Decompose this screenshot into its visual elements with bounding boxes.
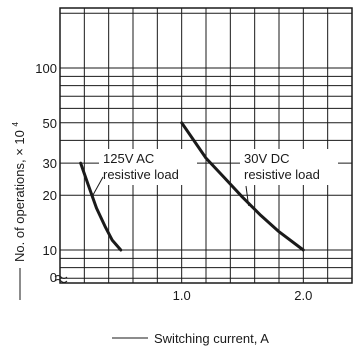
y-tick-label: 30 — [43, 156, 57, 171]
annotation-line: 125V AC — [103, 151, 154, 166]
horizontal-gridlines — [60, 12, 352, 279]
y-tick-label: 0 — [50, 270, 57, 285]
annotation-leader-1 — [92, 176, 104, 196]
vertical-gridlines — [83, 8, 329, 283]
y-axis-label-group: No. of operations, × 10 4 — [11, 121, 27, 300]
x-axis-label-group: Switching current, A — [112, 331, 269, 346]
annotation-background — [240, 149, 338, 185]
y-tick-label: 100 — [35, 61, 57, 76]
y-axis-label: No. of operations, × 10 4 — [11, 121, 27, 262]
annotation-line: 30V DC — [244, 151, 290, 166]
annotation-label-2: 30V DC resistive load — [244, 151, 320, 182]
series-curve-2 — [180, 121, 305, 252]
x-tick-labels: 1.0 2.0 — [173, 288, 313, 303]
y-tick-label: 50 — [43, 116, 57, 131]
y-tick-label: 20 — [43, 188, 57, 203]
x-axis-label: Switching current, A — [154, 331, 269, 346]
plot-frame — [59, 7, 353, 284]
annotation-background — [99, 149, 197, 185]
annotation-label-1: 125V AC resistive load — [103, 151, 179, 182]
axis-break-line — [54, 275, 68, 279]
axis-break-line — [54, 279, 68, 283]
data-series — [79, 121, 305, 252]
annotation-line: resistive load — [103, 167, 179, 182]
series-curve-1 — [79, 161, 123, 252]
axis-break-mark — [54, 275, 68, 283]
y-tick-label: 10 — [43, 243, 57, 258]
annotation-line: resistive load — [244, 167, 320, 182]
x-tick-label: 2.0 — [294, 288, 312, 303]
annotation-leader-2 — [245, 185, 250, 206]
x-tick-label: 1.0 — [173, 288, 191, 303]
